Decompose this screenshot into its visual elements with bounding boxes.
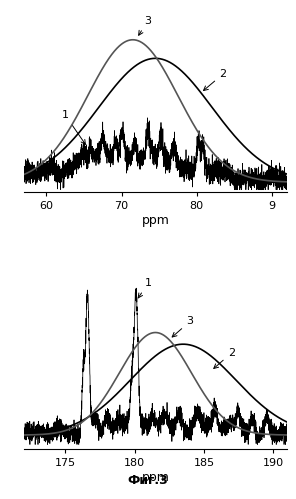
Text: 3: 3 [172, 316, 194, 337]
Text: Фиг.3: Фиг.3 [128, 474, 168, 487]
Text: 3: 3 [139, 15, 151, 35]
Text: 2: 2 [204, 69, 227, 90]
Text: 1: 1 [62, 110, 86, 144]
X-axis label: ppm: ppm [141, 214, 169, 227]
X-axis label: ppm: ppm [141, 471, 169, 484]
Text: 1: 1 [138, 278, 152, 298]
Text: 2: 2 [214, 348, 235, 368]
